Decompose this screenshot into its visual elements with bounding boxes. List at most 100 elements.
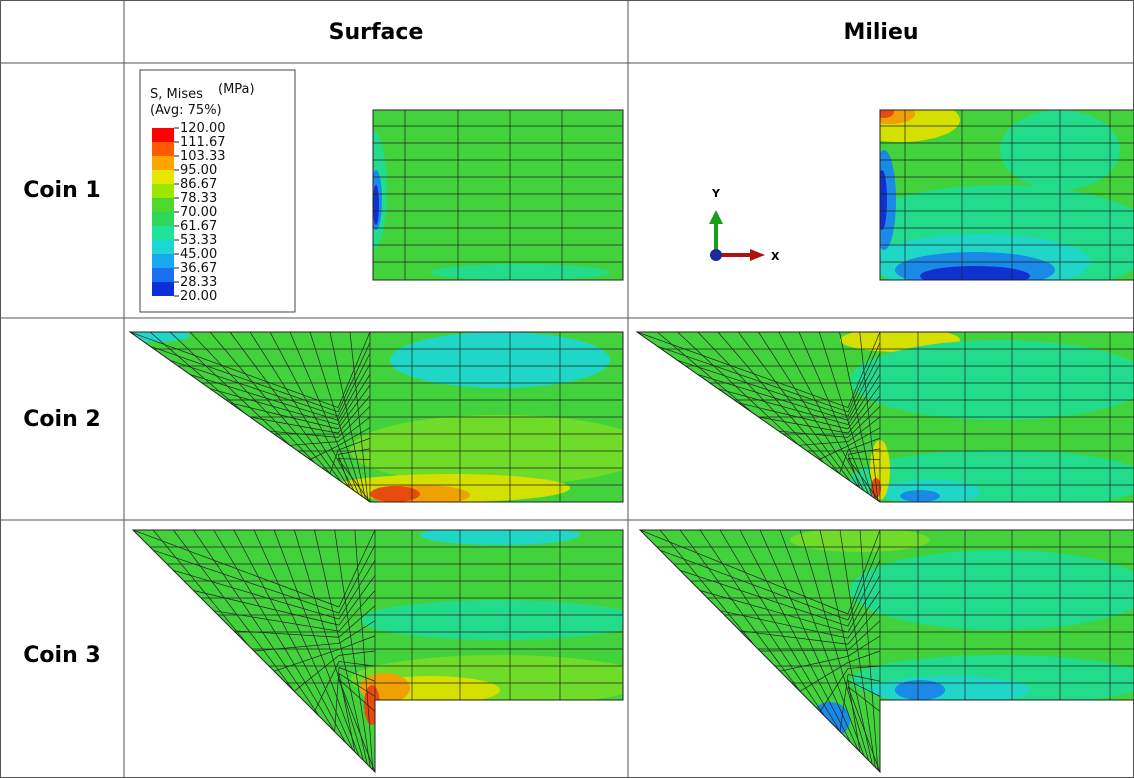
mesh-line bbox=[289, 441, 339, 446]
mesh-line bbox=[309, 445, 339, 460]
mesh-line bbox=[338, 650, 376, 656]
mesh-line bbox=[337, 374, 371, 425]
legend-swatch bbox=[152, 254, 174, 268]
mesh-line bbox=[338, 679, 376, 772]
mesh-line bbox=[249, 332, 359, 502]
mesh-line bbox=[738, 402, 849, 430]
mesh-line bbox=[839, 449, 849, 474]
mesh-line bbox=[269, 430, 339, 438]
column-header: Milieu bbox=[843, 20, 918, 45]
legend-swatch bbox=[152, 240, 174, 254]
mesh-line bbox=[798, 441, 849, 446]
stress-zone bbox=[880, 170, 887, 230]
legend-level: 36.67 bbox=[180, 261, 217, 276]
model-outline bbox=[131, 529, 624, 774]
legend-swatch bbox=[152, 156, 174, 170]
mesh-line bbox=[798, 332, 873, 502]
mesh-line bbox=[839, 674, 849, 732]
mesh-line bbox=[799, 662, 849, 692]
mesh-line bbox=[338, 605, 376, 638]
mesh-line bbox=[229, 402, 339, 430]
legend-level: 111.67 bbox=[180, 135, 226, 150]
mesh-line bbox=[249, 416, 339, 434]
mesh-line bbox=[338, 575, 376, 626]
mesh-line bbox=[847, 674, 881, 682]
model-outline bbox=[128, 331, 624, 503]
stress-zone bbox=[895, 680, 945, 700]
mesh-line bbox=[779, 656, 849, 672]
mesh-line bbox=[329, 449, 339, 474]
legend-level: 95.00 bbox=[180, 163, 217, 178]
mesh-line bbox=[338, 673, 376, 697]
mesh-line bbox=[338, 530, 376, 608]
mesh-line bbox=[847, 458, 881, 502]
stress-zone bbox=[900, 490, 940, 502]
mesh-line bbox=[847, 650, 881, 663]
mesh-line bbox=[697, 374, 849, 421]
mesh-line bbox=[189, 374, 339, 421]
legend-swatch bbox=[152, 226, 174, 240]
stress-zone bbox=[920, 266, 1030, 280]
mesh-line bbox=[233, 630, 340, 638]
legend-level: 20.00 bbox=[180, 289, 217, 304]
stress-zone bbox=[880, 110, 894, 118]
mesh-line bbox=[847, 363, 881, 421]
mesh-line bbox=[847, 395, 881, 434]
mesh-line bbox=[847, 342, 881, 412]
mesh-line bbox=[847, 454, 861, 488]
mesh-line bbox=[337, 363, 371, 421]
mesh-line bbox=[337, 342, 371, 412]
model-outline bbox=[879, 109, 1134, 281]
mesh-line bbox=[338, 560, 376, 620]
mesh-line bbox=[173, 569, 340, 620]
mesh-line bbox=[337, 406, 371, 438]
stress-zone bbox=[390, 332, 610, 388]
mesh-line bbox=[847, 448, 881, 455]
mesh-line bbox=[847, 384, 881, 430]
mesh-line bbox=[274, 649, 340, 672]
mesh-line bbox=[847, 560, 881, 627]
mesh-line bbox=[679, 570, 849, 627]
mesh-line bbox=[847, 635, 881, 657]
contour-plot bbox=[373, 110, 623, 280]
mesh-line bbox=[309, 332, 365, 502]
legend-swatch bbox=[152, 184, 174, 198]
mesh-line bbox=[338, 544, 376, 614]
mesh-line bbox=[847, 406, 881, 438]
mesh-line bbox=[759, 530, 869, 772]
mesh-line bbox=[213, 610, 340, 632]
mesh-line bbox=[337, 353, 371, 417]
mesh-line bbox=[859, 332, 879, 502]
mesh-line bbox=[719, 610, 849, 639]
legend-swatch bbox=[152, 282, 174, 296]
mesh-line bbox=[337, 454, 351, 488]
legend-level: 28.33 bbox=[180, 275, 217, 290]
mesh-line bbox=[847, 605, 881, 645]
mesh-line bbox=[337, 427, 371, 447]
mesh-line bbox=[847, 427, 881, 447]
legend-level: 53.33 bbox=[180, 233, 217, 248]
stress-zone bbox=[420, 530, 580, 545]
legend-swatch bbox=[152, 198, 174, 212]
mesh-line bbox=[677, 360, 849, 417]
mesh-line bbox=[153, 549, 340, 614]
mesh-line bbox=[338, 661, 376, 667]
mesh-line bbox=[758, 332, 869, 502]
mesh-line bbox=[233, 530, 362, 772]
mesh-line bbox=[293, 530, 368, 772]
stress-zone bbox=[373, 185, 379, 225]
mesh-line bbox=[847, 680, 881, 697]
legend-level: 61.67 bbox=[180, 219, 217, 234]
mesh-line bbox=[847, 590, 881, 639]
x-arrow-head bbox=[750, 249, 765, 261]
legend-level: 78.33 bbox=[180, 191, 217, 206]
mesh-line bbox=[778, 430, 849, 438]
mesh-line bbox=[717, 388, 849, 425]
mesh-line bbox=[334, 667, 340, 732]
mesh-line bbox=[337, 458, 371, 460]
mesh-line bbox=[847, 437, 881, 451]
mesh-line bbox=[847, 665, 881, 669]
mesh-line bbox=[758, 416, 849, 434]
mesh-line bbox=[847, 353, 881, 417]
contour-plot bbox=[640, 530, 1134, 772]
